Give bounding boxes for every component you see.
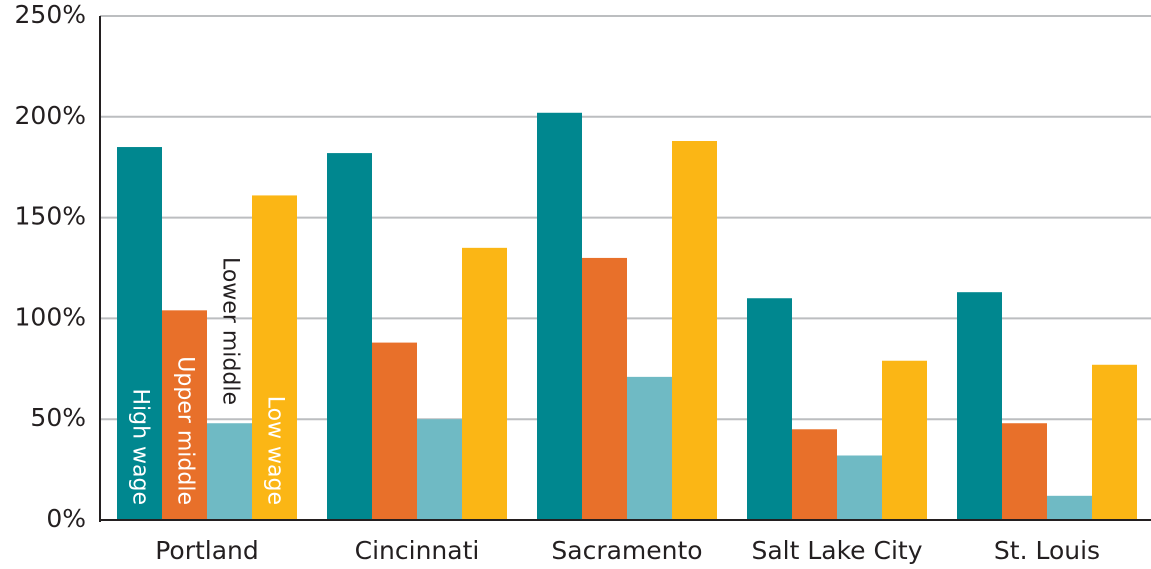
x-tick-label: St. Louis [994,536,1100,565]
legend-label: Low wage [263,396,288,505]
bar [957,292,1002,520]
y-tick-label: 50% [30,403,86,432]
legend-label: Lower middle [218,257,243,405]
bar [627,376,672,520]
y-tick-label: 150% [15,202,86,231]
bar [537,112,582,520]
y-tick-label: 100% [15,302,86,331]
x-tick-label: Portland [155,536,259,565]
bar [417,419,462,520]
bar [117,147,162,521]
y-tick-label: 0% [46,504,86,533]
bar [1092,364,1137,520]
x-tick-label: Salt Lake City [751,536,922,565]
y-tick-label: 200% [15,101,86,130]
bar [582,257,627,520]
bar [792,429,837,520]
bar [882,360,927,520]
bar [162,310,207,520]
bar [327,153,372,520]
bar [207,423,252,520]
bar [837,455,882,520]
x-tick-label: Sacramento [551,536,702,565]
bar [747,298,792,520]
y-tick-label: 250% [15,0,86,29]
bar [672,140,717,520]
x-tick-label: Cincinnati [355,536,480,565]
bar [372,342,417,520]
bar [462,247,507,520]
legend-label: High wage [128,388,153,505]
bar [1002,423,1047,520]
legend-label: Upper middle [173,356,198,505]
bar [1047,495,1092,520]
bar [252,195,297,520]
